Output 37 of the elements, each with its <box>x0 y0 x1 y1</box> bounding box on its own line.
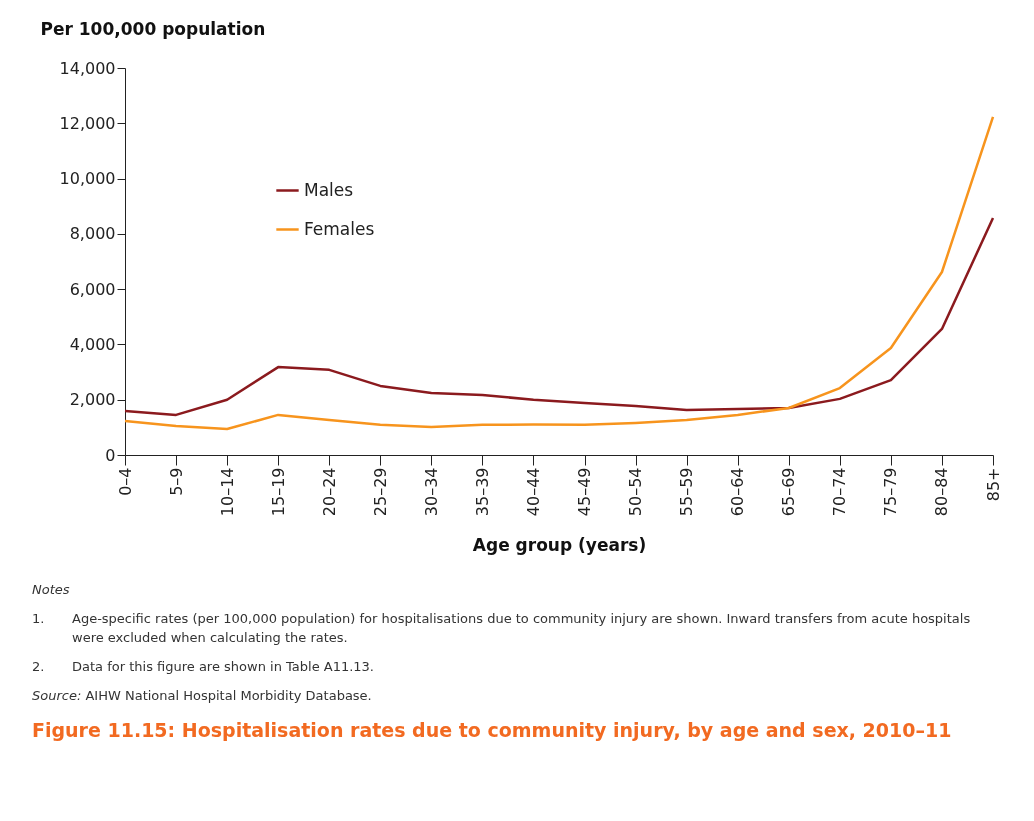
x-tick-label: 70–74 <box>830 467 850 517</box>
y-tick-label: 10,000 <box>59 169 116 189</box>
line-series <box>123 216 995 417</box>
x-axis-title: Age group (years) <box>472 535 647 556</box>
y-tick-label: 14,000 <box>59 58 116 78</box>
y-tick-label: 12,000 <box>59 113 116 133</box>
y-tick-label: 6,000 <box>69 279 116 299</box>
x-tick-label: 5–9 <box>166 467 186 496</box>
x-tick-label: 30–34 <box>421 467 441 517</box>
x-tick-label: 60–64 <box>728 467 748 517</box>
x-tick-label: 40–44 <box>523 467 543 517</box>
x-tick-label: 75–79 <box>881 467 901 517</box>
x-tick-label: 15–19 <box>268 467 288 517</box>
x-tick-label: 50–54 <box>626 467 646 517</box>
x-tick-label: 45–49 <box>575 467 595 517</box>
text: 1. Age-specific rates (per 100,000 population) for hospitalisations due to community injury are shown. Inward transfers from acute hospitals were excluded when calculating the rates. <box>32 611 971 645</box>
y-tick-label: 8,000 <box>69 224 116 244</box>
x-tick-label: 25–29 <box>370 467 390 517</box>
legend-label: Females <box>304 218 375 239</box>
source-note: Source: AIHW National Hospital Morbidity Database. <box>32 687 373 705</box>
x-tick-label: 80–84 <box>932 467 952 517</box>
x-tick-label: 85+ <box>983 467 1003 502</box>
text: 2. Data for this figure are shown in Table A11.13. <box>32 659 375 674</box>
x-tick-label: 65–69 <box>779 467 799 517</box>
legend-label: Males <box>304 179 354 200</box>
x-tick-label: 0–4 <box>115 467 135 496</box>
y-axis-title: Per 100,000 population <box>40 18 266 39</box>
text: Notes <box>32 581 71 599</box>
y-tick-label: 0 <box>105 445 116 465</box>
y-tick-label: 4,000 <box>69 334 116 354</box>
x-tick-label: 35–39 <box>472 467 492 517</box>
line-series <box>123 115 995 431</box>
x-tick-label: 20–24 <box>319 467 339 517</box>
x-tick-label: 10–14 <box>217 467 237 517</box>
text: Figure 11.15: Hospitalisation rates due to community injury, by age and sex, 2010–11 <box>32 719 953 741</box>
y-tick-label: 2,000 <box>69 390 116 410</box>
x-tick-label: 55–59 <box>677 467 697 517</box>
